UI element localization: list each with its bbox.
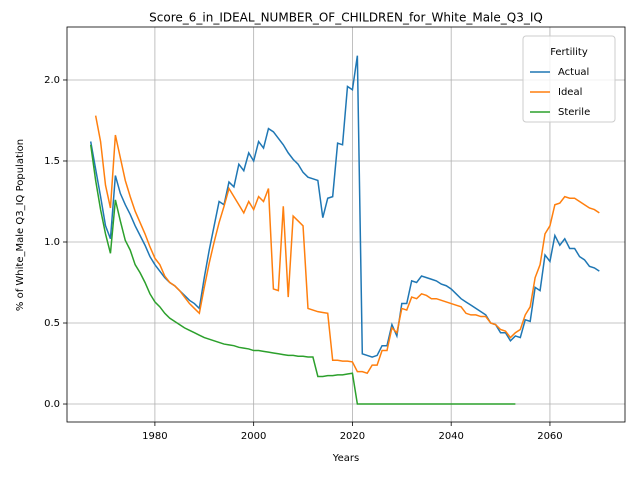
y-tick-label: 0.0 [44,399,60,410]
x-tick-label: 2020 [340,431,365,442]
plot-lines [89,55,600,405]
y-tick-label: 1.5 [44,156,60,167]
series-line [89,144,516,405]
x-tick-label: 2000 [241,431,266,442]
x-tick-label: 2060 [537,431,562,442]
y-tick-label: 0.5 [44,318,60,329]
x-tick-label: 1980 [142,431,167,442]
legend-label: Sterile [558,107,590,118]
y-tick-label: 2.0 [44,75,60,86]
y-axis-label: % of White_Male Q3_IQ Population [15,139,26,311]
legend-label: Ideal [558,87,582,98]
legend-label: Actual [558,67,589,78]
legend-title: Fertility [550,47,588,58]
axes: 1980 2000 2020 2040 2060 0.0 0.5 1.0 1.5 2.0 [44,75,563,442]
chart-title: Score_6_in_IDEAL_NUMBER_OF_CHILDREN_for_… [149,11,543,25]
plot-frame [66,26,626,423]
series-line [94,115,600,375]
legend-box [522,35,616,123]
legend: Fertility Actual Ideal Sterile [522,35,616,123]
x-axis-label: Years [332,453,359,464]
y-tick-label: 1.0 [44,237,60,248]
x-tick-label: 2040 [438,431,463,442]
